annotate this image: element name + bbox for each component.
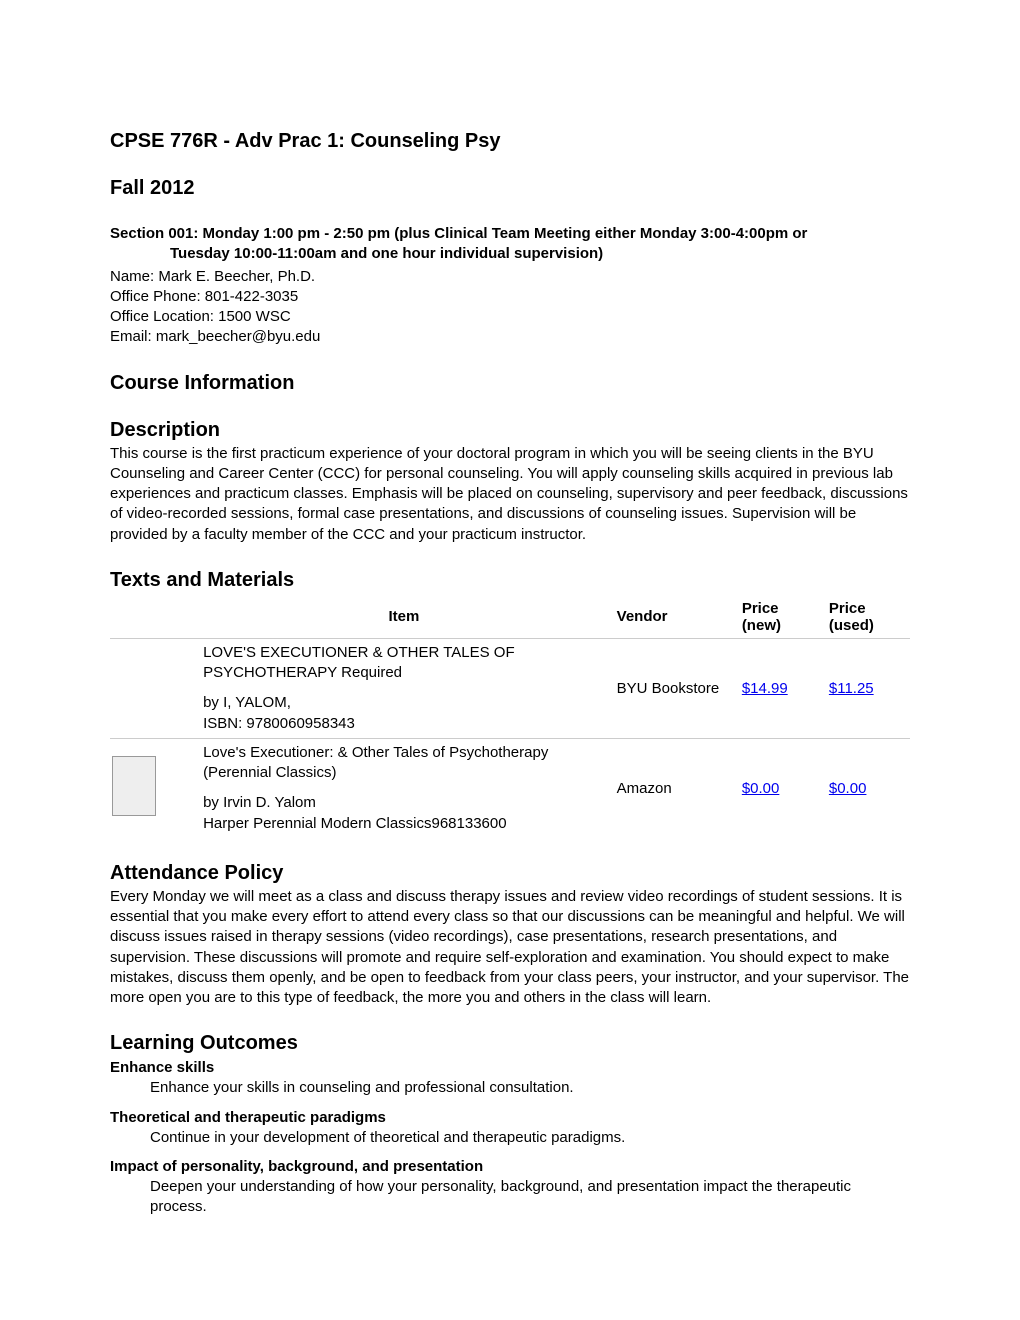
table-row: LOVE'S EXECUTIONER & OTHER TALES OF PSYC… [110, 638, 910, 738]
description-text: This course is the first practicum exper… [110, 444, 910, 545]
section-info: Section 001: Monday 1:00 pm - 2:50 pm (p… [110, 224, 910, 265]
col-item: Item [197, 596, 611, 639]
instructor-name: Name: Mark E. Beecher, Ph.D. [110, 267, 910, 287]
book-author: by I, YALOM, [203, 693, 605, 713]
outcome-body: Enhance your skills in counseling and pr… [150, 1078, 910, 1098]
learning-outcome: Enhance skills Enhance your skills in co… [110, 1059, 910, 1098]
course-title: CPSE 776R - Adv Prac 1: Counseling Psy [110, 130, 910, 153]
learning-outcomes-heading: Learning Outcomes [110, 1032, 910, 1055]
outcome-title: Impact of personality, background, and p… [110, 1158, 910, 1175]
outcome-title: Theoretical and therapeutic paradigms [110, 1109, 910, 1126]
price-used-link[interactable]: $0.00 [829, 780, 867, 797]
attendance-policy-heading: Attendance Policy [110, 862, 910, 885]
book-isbn: ISBN: 9780060958343 [203, 714, 605, 734]
texts-materials-heading: Texts and Materials [110, 569, 910, 592]
term-heading: Fall 2012 [110, 177, 910, 200]
instructor-phone: Office Phone: 801-422-3035 [110, 287, 910, 307]
description-heading: Description [110, 419, 910, 442]
book-image-cell [110, 738, 197, 838]
col-price-new: Price (new) [736, 596, 823, 639]
book-title: Love's Executioner: & Other Tales of Psy… [203, 743, 605, 784]
table-header-row: Item Vendor Price (new) Price (used) [110, 596, 910, 639]
instructor-email: Email: mark_beecher@byu.edu [110, 327, 910, 347]
course-information-heading: Course Information [110, 372, 910, 395]
outcome-body: Deepen your understanding of how your pe… [150, 1177, 910, 1218]
book-title: LOVE'S EXECUTIONER & OTHER TALES OF PSYC… [203, 643, 605, 684]
col-vendor: Vendor [611, 596, 736, 639]
book-image-cell [110, 638, 197, 738]
materials-table: Item Vendor Price (new) Price (used) LOV… [110, 596, 910, 838]
price-used-link[interactable]: $11.25 [829, 680, 874, 697]
instructor-info: Name: Mark E. Beecher, Ph.D. Office Phon… [110, 267, 910, 348]
col-image [110, 596, 197, 639]
col-price-used: Price (used) [823, 596, 910, 639]
learning-outcome: Impact of personality, background, and p… [110, 1158, 910, 1218]
price-new-link[interactable]: $14.99 [742, 680, 788, 697]
outcome-title: Enhance skills [110, 1059, 910, 1076]
attendance-policy-text: Every Monday we will meet as a class and… [110, 887, 910, 1009]
book-description: LOVE'S EXECUTIONER & OTHER TALES OF PSYC… [197, 638, 611, 738]
book-isbn: Harper Perennial Modern Classics96813360… [203, 814, 605, 834]
section-line-2: Tuesday 10:00-11:00am and one hour indiv… [170, 244, 910, 264]
table-row: Love's Executioner: & Other Tales of Psy… [110, 738, 910, 838]
learning-outcome: Theoretical and therapeutic paradigms Co… [110, 1109, 910, 1148]
section-line-1: Section 001: Monday 1:00 pm - 2:50 pm (p… [110, 224, 910, 244]
book-author: by Irvin D. Yalom [203, 793, 605, 813]
book-vendor: Amazon [611, 738, 736, 838]
price-new-link[interactable]: $0.00 [742, 780, 780, 797]
book-cover-placeholder [112, 756, 156, 816]
outcome-body: Continue in your development of theoreti… [150, 1128, 910, 1148]
book-description: Love's Executioner: & Other Tales of Psy… [197, 738, 611, 838]
book-vendor: BYU Bookstore [611, 638, 736, 738]
instructor-location: Office Location: 1500 WSC [110, 307, 910, 327]
